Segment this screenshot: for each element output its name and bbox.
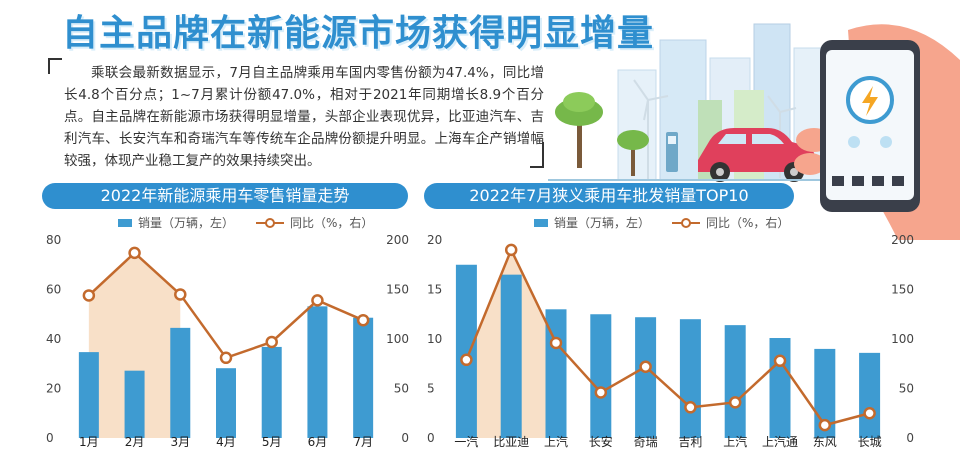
chart2-yoy-point [594,386,608,399]
chart2-category-label: 一汽 [454,434,478,449]
chart1-yoy-point [311,294,324,307]
chart2-left-tick: 5 [427,382,435,396]
chart2-bar [500,274,522,438]
chart1-category-label: 4月 [216,435,236,449]
chart2-category-label: 上汽通 [762,434,798,449]
chart1-category-label: 3月 [170,435,190,449]
chart2-yoy-point [818,418,832,432]
chart1-category-label: 6月 [308,435,328,449]
chart1-legend-line-label: 同比（%，右） [290,216,374,230]
chart2-category-label: 比亚迪 [493,435,529,449]
chart2-right-tick: 150 [891,283,914,297]
chart1-right-tick: 200 [386,233,409,247]
legend-line-swatch [672,217,701,228]
chart2-yoy-point [684,401,697,414]
chart2-left-tick: 10 [427,332,442,346]
chart2-right-tick: 0 [906,431,914,445]
chart1-category-label: 7月 [353,435,373,449]
chart1-left-tick: 40 [46,332,61,346]
chart2-title: 2022年7月狭义乘用车批发销量TOP10 [424,183,794,209]
legend-line-swatch [256,217,285,228]
chart1-right-tick: 0 [401,431,409,445]
chart2-legend: 销量（万辆，左） 同比（%，右） [534,214,789,231]
chart1-left-tick: 80 [46,233,61,247]
chart1-legend-bar-label: 销量（万辆，左） [138,216,235,230]
chart2-legend-bar-label: 销量（万辆，左） [554,216,651,230]
chart1-bar [307,306,328,438]
chart2-right-tick: 200 [891,233,914,247]
chart1-category-label: 5月 [262,435,282,449]
chart1-shaded-area [88,252,181,438]
chart1-left-tick: 0 [46,431,54,445]
chart1-category-label: 2月 [125,435,145,449]
chart2-category-label: 上汽 [544,434,568,449]
chart2-bar [635,317,657,438]
ev-city-illustration [548,23,960,240]
chart1-yoy-point [265,335,278,349]
chart2-yoy-point [549,336,563,350]
car-icon [698,128,816,182]
chart1-bar [78,352,99,438]
charging-station-icon [666,132,678,172]
chart1-right-tick: 100 [386,332,409,346]
intro-paragraph: 乘联会最新数据显示，7月自主品牌乘用车国内零售份额为47.4%，同比增长4.8个… [64,65,544,169]
chart1-category-label: 1月 [79,435,99,449]
chart2-yoy-point [773,354,787,368]
chart2-yoy-point [504,243,518,257]
tree-icon [555,92,649,176]
chart2-yoy-line [465,246,870,427]
chart2-category-label: 长安 [589,434,613,449]
chart1-legend: 销量（万辆，左） 同比（%，右） [118,214,373,231]
chart2-bar [724,325,746,438]
chart2-category-label: 吉利 [678,435,702,449]
chart1-yoy-point [128,246,141,260]
chart1-left-tick: 60 [46,283,61,297]
chart2-yoy-point [863,407,876,420]
chart2-category-label: 东风 [813,435,837,449]
page-title: 自主品牌在新能源市场获得明显增量 [62,13,655,54]
chart2-bar [455,264,477,438]
chart2-bar [769,338,791,438]
chart2-legend-line-label: 同比（%，右） [706,216,790,230]
quote-bracket-close [530,142,544,168]
chart1-yoy-point [356,313,370,327]
chart2-bar [859,352,881,438]
chart2-left-tick: 0 [427,431,435,445]
chart2-yoy-point [728,396,742,409]
chart1-right-tick: 150 [386,283,409,297]
chart1-title: 2022年新能源乘用车零售销量走势 [42,183,408,209]
chart2-left-tick: 15 [427,283,442,297]
chart1-yoy-point [219,351,233,365]
chart2-right-tick: 50 [899,382,914,396]
chart2-category-label: 上汽 [723,434,747,449]
quote-bracket-open [48,58,62,74]
chart1-bar [261,346,282,438]
chart1-bar [124,370,145,438]
phone-icon [820,40,920,212]
chart1-yoy-point [174,288,187,301]
chart2-right-tick: 100 [891,332,914,346]
legend-bar-swatch [118,218,132,227]
chart1-bar [353,317,374,438]
chart2-category-label: 长城 [858,435,882,449]
chart2-category-label: 奇瑞 [634,435,658,449]
chart1-right-tick: 50 [394,382,409,396]
chart1-left-tick: 20 [46,382,61,396]
chart2-bar [590,314,612,438]
chart2-left-tick: 20 [427,233,442,247]
chart2-yoy-point [460,353,473,367]
chart1-bar [216,368,236,438]
chart1-yoy-point [82,289,96,302]
chart2-yoy-point [639,360,652,373]
chart2-bar [679,319,701,438]
legend-bar-swatch [534,218,548,227]
chart1-bar [170,327,191,438]
